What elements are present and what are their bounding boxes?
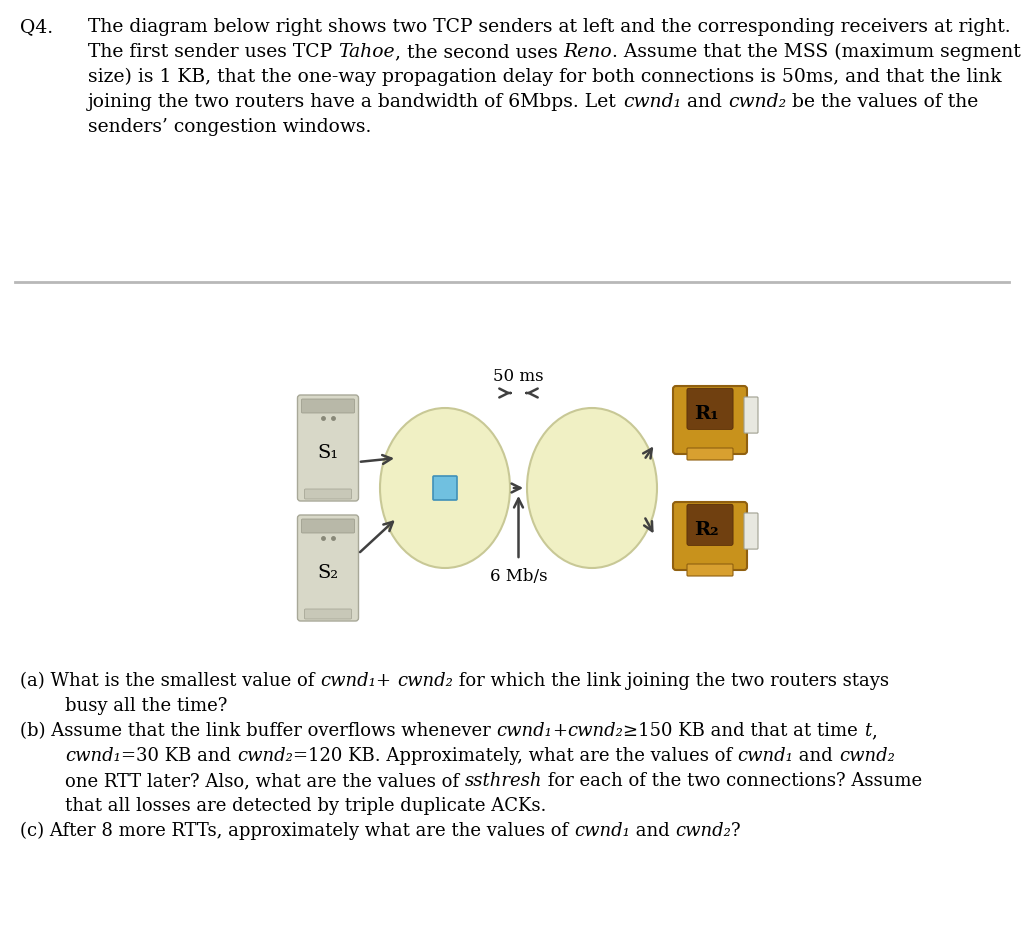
Text: The first sender uses TCP: The first sender uses TCP <box>88 43 338 61</box>
FancyBboxPatch shape <box>301 399 354 413</box>
Text: , the second uses: , the second uses <box>394 43 563 61</box>
Text: ,: , <box>871 722 877 740</box>
Text: R₁: R₁ <box>693 405 718 423</box>
Text: cwnd₁: cwnd₁ <box>573 822 630 840</box>
FancyBboxPatch shape <box>673 502 746 570</box>
Text: The diagram below right shows two TCP senders at left and the corresponding rece: The diagram below right shows two TCP se… <box>88 18 1011 36</box>
Text: cwnd₂: cwnd₂ <box>237 747 293 765</box>
FancyBboxPatch shape <box>687 388 733 429</box>
FancyBboxPatch shape <box>744 397 758 433</box>
Text: for which the link joining the two routers stays: for which the link joining the two route… <box>453 672 889 690</box>
FancyBboxPatch shape <box>433 476 457 500</box>
Text: and: and <box>681 93 728 111</box>
Text: (b) Assume that the link buffer overflows whenever: (b) Assume that the link buffer overflow… <box>20 722 497 740</box>
Text: cwnd₂: cwnd₂ <box>675 822 731 840</box>
Text: R₂: R₂ <box>693 521 718 539</box>
Text: ≥150 KB and that at time: ≥150 KB and that at time <box>624 722 864 740</box>
Text: cwnd₁: cwnd₁ <box>65 747 121 765</box>
Text: cwnd₂: cwnd₂ <box>728 93 785 111</box>
Text: busy all the time?: busy all the time? <box>65 697 227 715</box>
Text: S₁: S₁ <box>317 444 339 462</box>
Text: +: + <box>376 672 396 690</box>
Ellipse shape <box>380 408 510 568</box>
Text: ?: ? <box>731 822 740 840</box>
FancyBboxPatch shape <box>304 489 351 499</box>
Text: senders’ congestion windows.: senders’ congestion windows. <box>88 118 372 136</box>
Text: cwnd₂: cwnd₂ <box>567 722 624 740</box>
FancyBboxPatch shape <box>298 395 358 501</box>
FancyBboxPatch shape <box>298 515 358 621</box>
Text: cwnd₁: cwnd₁ <box>321 672 376 690</box>
Text: ssthresh: ssthresh <box>465 772 543 790</box>
Text: (c) After 8 more RTTs, approximately what are the values of: (c) After 8 more RTTs, approximately wha… <box>20 822 573 840</box>
Text: for each of the two connections? Assume: for each of the two connections? Assume <box>543 772 923 790</box>
Text: +: + <box>552 722 567 740</box>
Text: joining the two routers have a bandwidth of 6Mbps. Let: joining the two routers have a bandwidth… <box>88 93 623 111</box>
FancyBboxPatch shape <box>304 609 351 619</box>
FancyBboxPatch shape <box>687 564 733 576</box>
Text: cwnd₂: cwnd₂ <box>396 672 453 690</box>
Text: cwnd₁: cwnd₁ <box>737 747 794 765</box>
FancyBboxPatch shape <box>301 519 354 533</box>
FancyBboxPatch shape <box>673 386 746 454</box>
Text: Q4.: Q4. <box>20 18 53 36</box>
Ellipse shape <box>527 408 657 568</box>
Text: cwnd₁: cwnd₁ <box>623 93 681 111</box>
FancyBboxPatch shape <box>744 513 758 549</box>
Text: t: t <box>864 722 871 740</box>
Text: size) is 1 KB, that the one-way propagation delay for both connections is 50ms, : size) is 1 KB, that the one-way propagat… <box>88 68 1001 86</box>
Text: S₂: S₂ <box>317 564 339 582</box>
Text: Reno: Reno <box>563 43 612 61</box>
FancyBboxPatch shape <box>687 448 733 460</box>
Text: one RTT later? Also, what are the values of: one RTT later? Also, what are the values… <box>65 772 465 790</box>
Text: that all losses are detected by triple duplicate ACKs.: that all losses are detected by triple d… <box>65 797 547 815</box>
FancyBboxPatch shape <box>687 504 733 545</box>
Text: cwnd₂: cwnd₂ <box>839 747 895 765</box>
Text: . Assume that the MSS (maximum segment: . Assume that the MSS (maximum segment <box>612 43 1021 61</box>
Text: be the values of the: be the values of the <box>785 93 978 111</box>
Text: cwnd₁: cwnd₁ <box>497 722 552 740</box>
Text: Tahoe: Tahoe <box>338 43 394 61</box>
Text: 50 ms: 50 ms <box>494 368 544 385</box>
Text: (a) What is the smallest value of: (a) What is the smallest value of <box>20 672 321 690</box>
Text: =120 KB. Approximately, what are the values of: =120 KB. Approximately, what are the val… <box>293 747 737 765</box>
Text: 6 Mb/s: 6 Mb/s <box>489 568 547 585</box>
Text: and: and <box>794 747 839 765</box>
Text: and: and <box>630 822 675 840</box>
Text: =30 KB and: =30 KB and <box>121 747 237 765</box>
